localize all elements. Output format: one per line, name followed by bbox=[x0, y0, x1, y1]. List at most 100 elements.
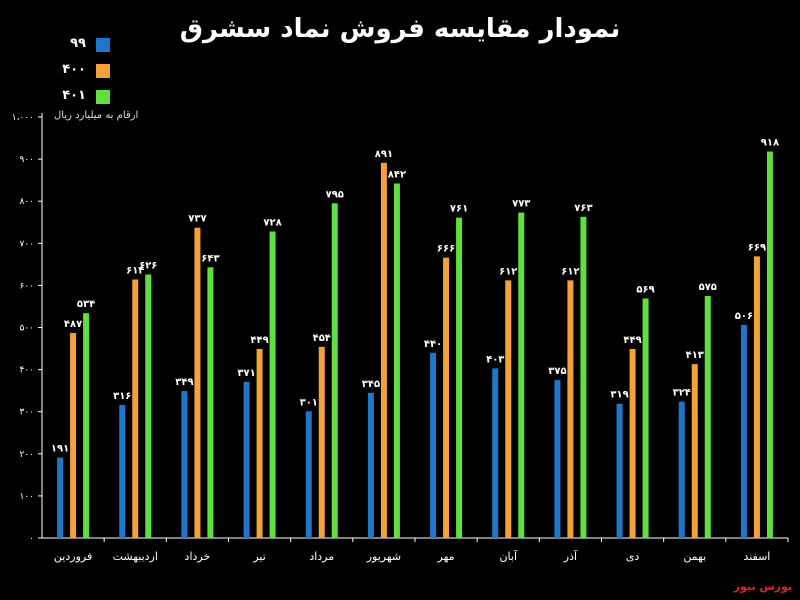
data-label: ۶۶۹ bbox=[748, 242, 766, 253]
x-tick-label: آذر bbox=[563, 549, 578, 563]
y-tick-label: ۸۰۰ bbox=[19, 197, 34, 207]
bar bbox=[766, 151, 773, 538]
legend-swatch bbox=[96, 64, 110, 78]
data-label: ۵۷۵ bbox=[699, 282, 717, 293]
bar bbox=[430, 352, 437, 538]
x-tick-label: خرداد bbox=[185, 550, 211, 563]
data-label: ۴۰۳ bbox=[486, 354, 504, 365]
data-label: ۱۹۱ bbox=[51, 444, 69, 455]
data-label: ۷۶۱ bbox=[450, 204, 468, 215]
data-label: ۴۴۰ bbox=[424, 339, 442, 350]
legend-swatch bbox=[96, 90, 110, 104]
legend-label: ۹۹ bbox=[70, 36, 86, 51]
data-label: ۳۲۴ bbox=[673, 388, 691, 399]
bar bbox=[518, 212, 525, 538]
data-label: ۶۴۳ bbox=[201, 253, 219, 264]
bar bbox=[704, 295, 711, 538]
bar bbox=[567, 280, 574, 538]
data-label: ۶۱۴ bbox=[126, 266, 144, 277]
data-label: ۵۶۹ bbox=[636, 284, 654, 295]
legend-swatch bbox=[96, 38, 110, 52]
data-label: ۹۱۸ bbox=[761, 138, 779, 149]
bar bbox=[393, 183, 400, 538]
bar bbox=[505, 280, 512, 538]
source-watermark: بورس نیوز bbox=[733, 580, 792, 593]
x-tick-label: تیر bbox=[252, 550, 265, 563]
x-tick-label: اردیبهشت bbox=[113, 550, 158, 563]
y-tick-label: ۱۰۰ bbox=[19, 492, 34, 502]
bar bbox=[642, 298, 649, 538]
bar bbox=[243, 381, 250, 538]
bar bbox=[554, 380, 561, 538]
bar bbox=[132, 279, 139, 538]
x-tick-label: بهمن bbox=[683, 550, 706, 563]
y-tick-label: ۶۰۰ bbox=[19, 281, 34, 291]
y-tick-label: ۲۰۰ bbox=[19, 450, 34, 460]
data-label: ۶۱۲ bbox=[561, 266, 579, 277]
bar bbox=[492, 368, 499, 538]
legend-item-series-1: ۹۹ bbox=[60, 36, 120, 62]
x-tick-label: مرداد bbox=[309, 550, 334, 563]
y-tick-label: ۱،۰۰۰ bbox=[12, 113, 34, 123]
data-label: ۴۴۹ bbox=[250, 335, 268, 346]
chart-title: نمودار مقایسه فروش نماد سشرق bbox=[179, 14, 621, 44]
legend-label: ۴۰۱ bbox=[62, 88, 86, 103]
data-label: ۵۰۶ bbox=[735, 311, 753, 322]
y-tick-label: ۷۰۰ bbox=[19, 239, 34, 249]
y-tick-label: ۵۰۰ bbox=[19, 324, 34, 334]
bar bbox=[629, 348, 636, 538]
bar bbox=[194, 227, 201, 538]
x-tick-label: شهریور bbox=[366, 550, 401, 563]
bar bbox=[119, 404, 126, 538]
bar bbox=[145, 274, 152, 538]
data-label: ۴۱۳ bbox=[686, 350, 704, 361]
legend-label: ۴۰۰ bbox=[62, 62, 86, 77]
bar bbox=[318, 346, 325, 538]
legend-item-series-3: ۴۰۱ bbox=[60, 88, 120, 114]
data-label: ۳۱۶ bbox=[113, 391, 131, 402]
data-label: ۶۲۶ bbox=[139, 260, 157, 271]
bar bbox=[580, 216, 587, 539]
y-tick-label: ۹۰۰ bbox=[19, 155, 34, 165]
data-label: ۶۶۶ bbox=[437, 244, 455, 255]
y-tick-label: ۰ bbox=[29, 534, 34, 544]
bar bbox=[207, 267, 214, 538]
bar bbox=[380, 162, 387, 538]
bar bbox=[443, 257, 450, 538]
data-label: ۸۹۱ bbox=[375, 149, 393, 160]
bar bbox=[678, 401, 685, 538]
bar bbox=[456, 217, 463, 538]
data-label: ۷۳۷ bbox=[188, 214, 206, 225]
data-label: ۳۱۹ bbox=[610, 390, 628, 401]
bar bbox=[57, 457, 64, 538]
data-label: ۸۴۲ bbox=[388, 170, 406, 181]
x-tick-label: آبان bbox=[499, 549, 517, 563]
bar bbox=[753, 256, 760, 538]
x-tick-label: فروردین bbox=[54, 550, 92, 563]
x-tick-label: دی bbox=[626, 550, 640, 563]
bar bbox=[269, 231, 276, 538]
data-label: ۳۰۱ bbox=[300, 397, 318, 408]
data-label: ۴۵۴ bbox=[313, 333, 331, 344]
data-label: ۳۴۹ bbox=[175, 377, 193, 388]
bar bbox=[83, 313, 90, 538]
data-label: ۶۱۲ bbox=[499, 266, 517, 277]
legend: ۹۹ ۴۰۰ ۴۰۱ bbox=[60, 36, 120, 114]
y-tick-label: ۴۰۰ bbox=[19, 366, 34, 376]
x-tick-label: اسفند bbox=[743, 550, 770, 563]
bar bbox=[181, 391, 188, 538]
data-label: ۷۲۸ bbox=[263, 218, 281, 229]
data-label: ۷۷۳ bbox=[512, 199, 530, 210]
data-label: ۷۶۳ bbox=[574, 203, 592, 214]
data-label: ۵۳۴ bbox=[77, 299, 95, 310]
data-label: ۴۸۷ bbox=[64, 319, 82, 330]
data-label: ۷۹۵ bbox=[326, 189, 344, 200]
bar bbox=[367, 392, 374, 538]
bar bbox=[331, 203, 338, 538]
data-label: ۴۴۹ bbox=[623, 335, 641, 346]
bar bbox=[616, 403, 623, 538]
bar bbox=[691, 364, 698, 538]
bar bbox=[70, 332, 77, 538]
x-tick-label: مهر bbox=[437, 550, 455, 563]
